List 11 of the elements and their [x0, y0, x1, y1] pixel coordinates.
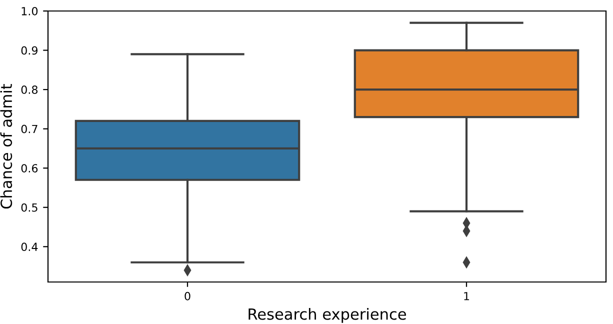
- x-tick-label: 1: [464, 292, 470, 300]
- y-tick-label: 0.9: [21, 46, 38, 55]
- y-tick-label: 0.6: [21, 164, 38, 172]
- y-tick-label: 1.0: [22, 6, 38, 16]
- x-tick-label: 0: [184, 292, 190, 300]
- y-tick-label: 0.5: [21, 203, 38, 212]
- y-tick-label: 0.4: [21, 242, 38, 252]
- y-axis-title: Chance of admit: [0, 84, 12, 209]
- y-tick-label: 0.8: [21, 86, 38, 94]
- x-axis-title: Research experience: [248, 308, 406, 323]
- y-tick-label: 0.7: [21, 124, 38, 134]
